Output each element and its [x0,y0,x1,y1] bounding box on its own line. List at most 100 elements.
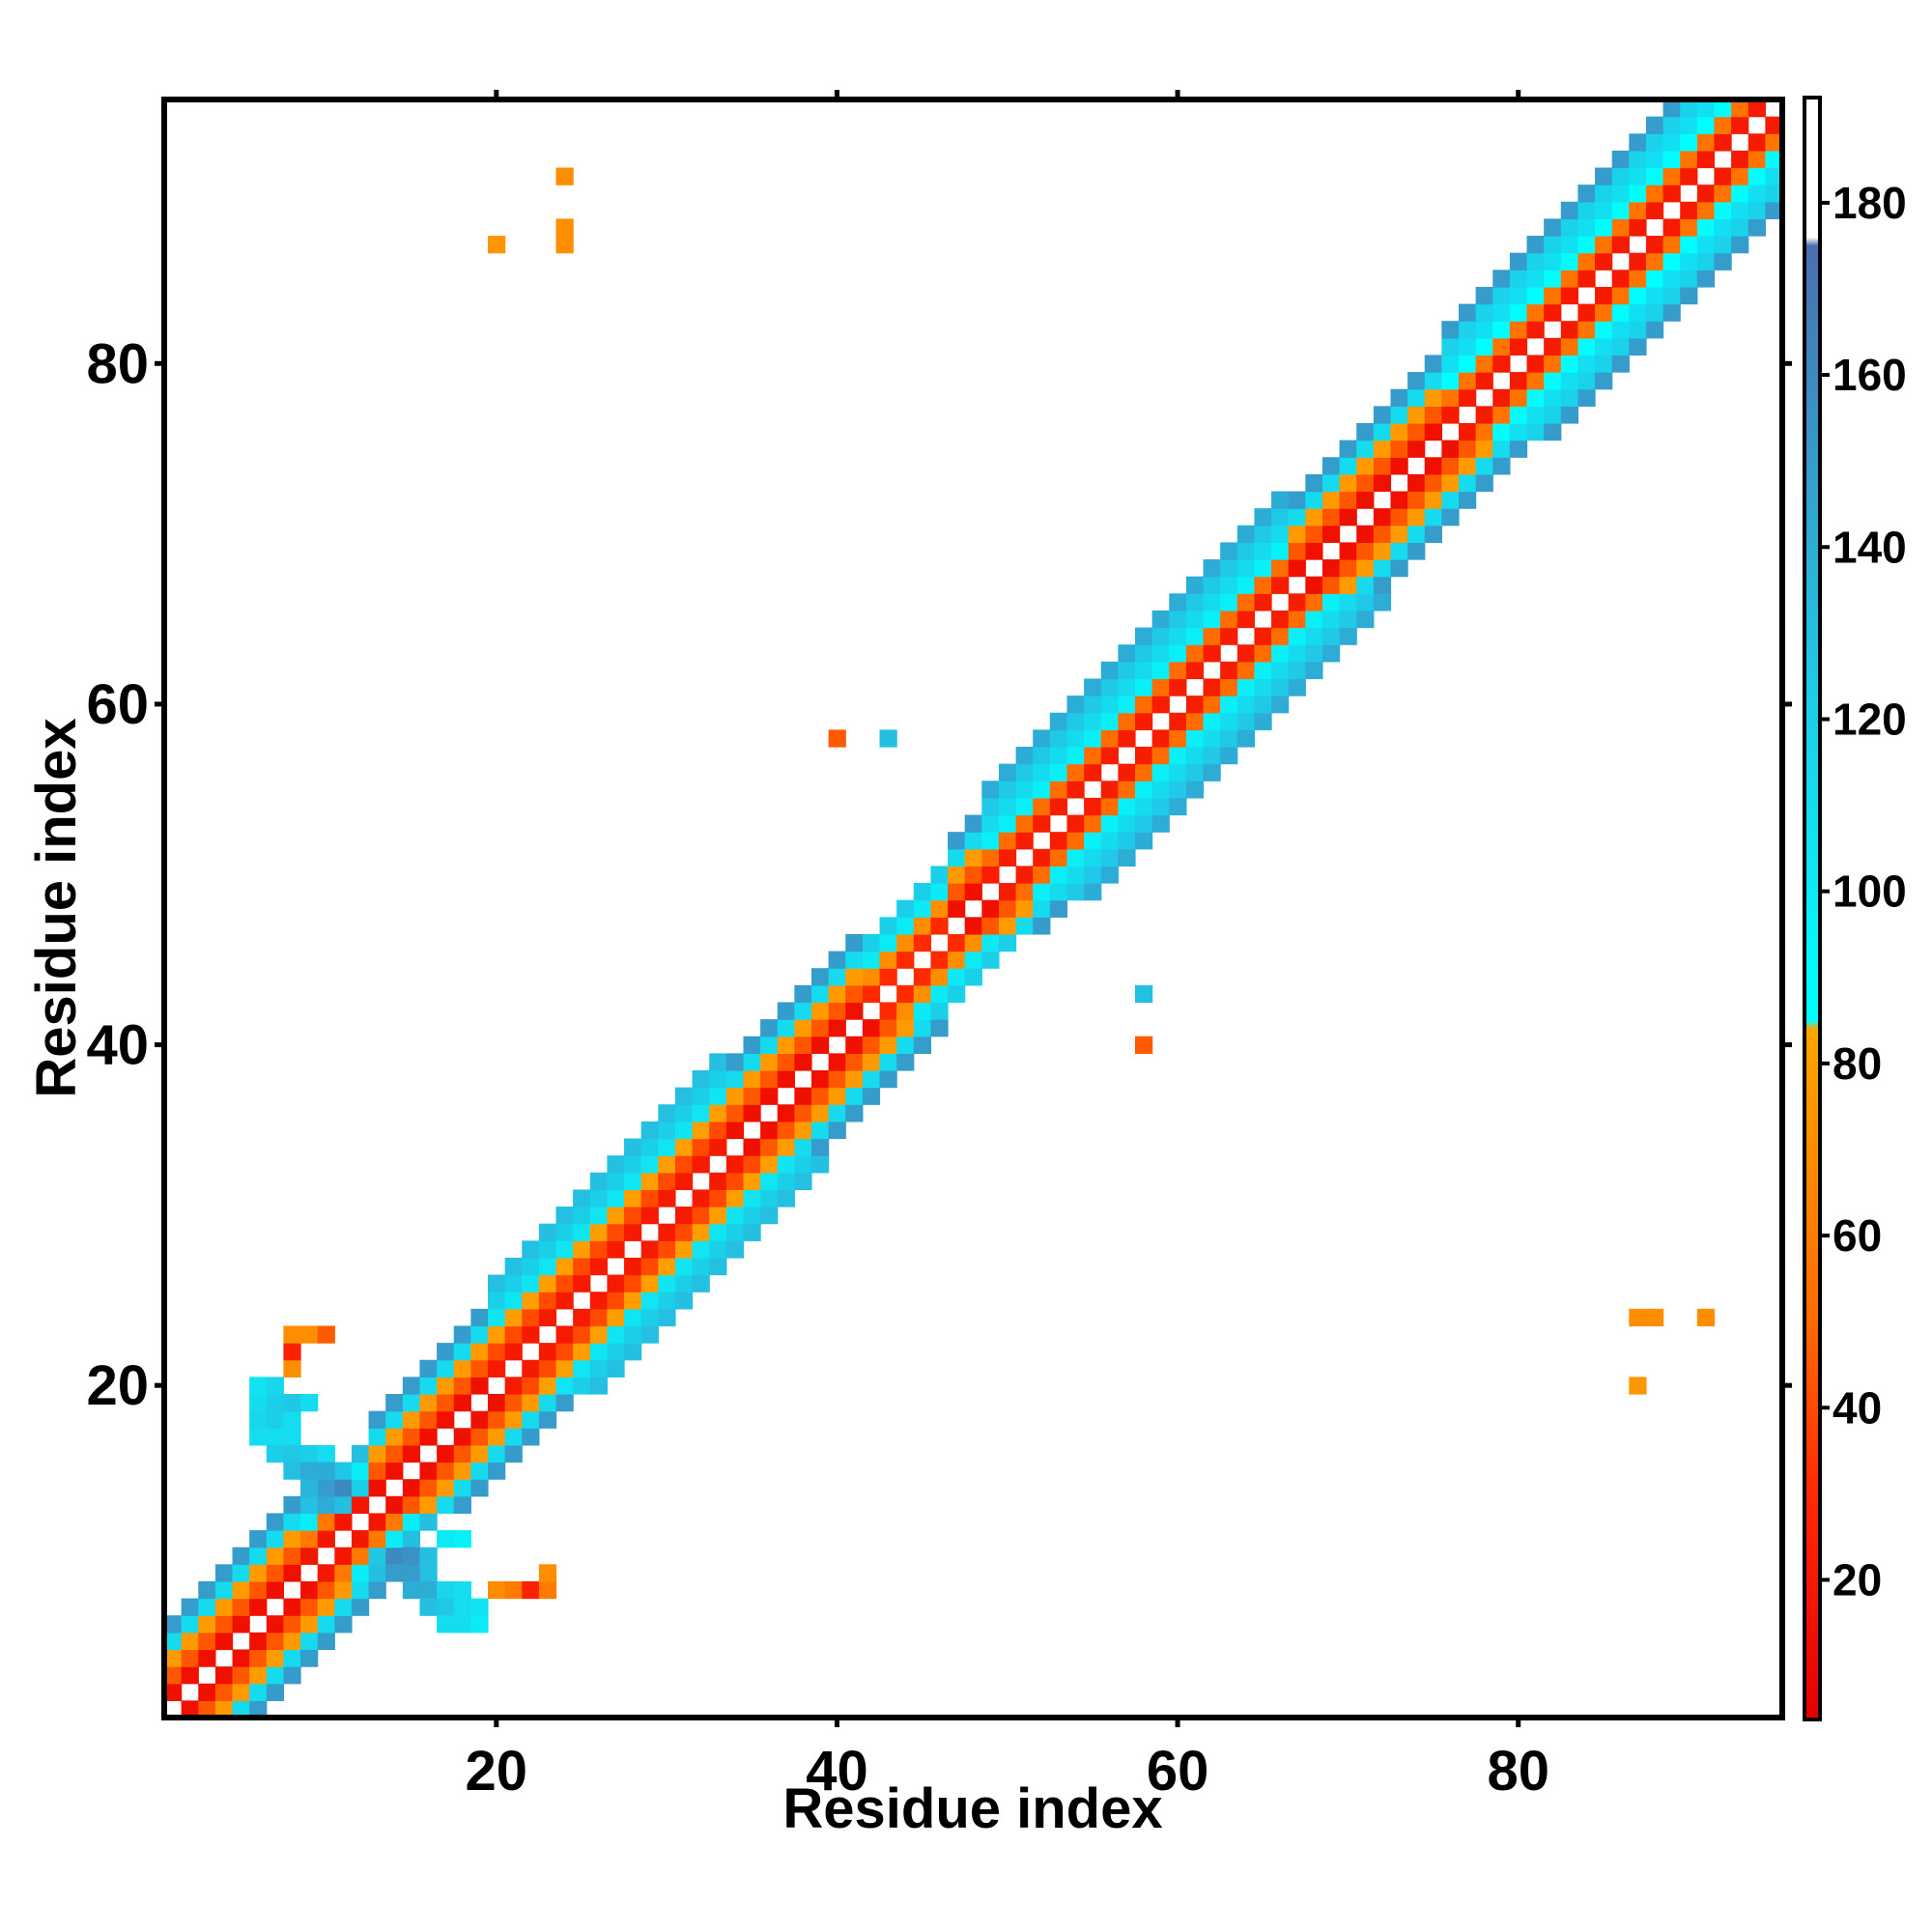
heatmap-cell [1611,355,1630,373]
heatmap-cell [317,1444,335,1463]
heatmap-cell [453,1359,471,1378]
heatmap-cell [589,1172,609,1191]
heatmap-cell [522,1257,540,1276]
heatmap-cell [1169,593,1187,611]
heatmap-cell [300,1325,319,1344]
heatmap-cell [964,968,982,986]
heatmap-cell [1118,814,1136,833]
heatmap-cell [266,1530,285,1548]
heatmap-cell [232,1547,250,1565]
heatmap-cell [198,1700,216,1719]
heatmap-cell [249,1632,268,1651]
heatmap-cell [1611,303,1630,322]
heatmap-cell [573,1207,591,1225]
heatmap-cell [760,1189,779,1208]
heatmap-cell [1645,185,1664,203]
heatmap-cell [1459,388,1477,407]
heatmap-cell [555,1377,574,1395]
heatmap-cell [470,1462,489,1480]
heatmap-cell [1203,627,1221,645]
heatmap-cell [522,1359,540,1378]
heatmap-cell [504,1377,523,1395]
heatmap-cell [743,1223,761,1241]
heatmap-cell [1033,763,1051,781]
heatmap-cell [1696,270,1716,288]
heatmap-cell [1645,321,1664,339]
heatmap-cell [368,1462,386,1480]
heatmap-cell [214,1615,234,1634]
heatmap-cell [214,1683,234,1701]
heatmap-cell [453,1325,471,1344]
heatmap-cell [1731,116,1749,134]
heatmap-cell [794,1104,812,1122]
heatmap-cell [1203,747,1221,765]
heatmap-cell [538,1377,557,1395]
heatmap-cell [1066,729,1085,748]
heatmap-cell [470,1615,489,1634]
heatmap-cell [488,1394,506,1412]
heatmap-cell [1765,150,1783,169]
heatmap-cell [624,1223,642,1241]
x-tick-label: 60 [1147,1740,1209,1803]
heatmap-cell [1169,763,1187,781]
heatmap-cell [725,1121,745,1140]
heatmap-cell [1135,763,1153,781]
heatmap-cell [845,1070,864,1089]
heatmap-cell [266,1513,285,1531]
heatmap-cell [948,984,966,1004]
heatmap-cell [1084,729,1102,748]
heatmap-cell [1577,185,1596,203]
heatmap-cell [674,1172,694,1191]
heatmap-cell [1560,252,1579,270]
heatmap-cell [538,1274,557,1293]
heatmap-cell [794,1172,812,1191]
heatmap-cell [794,1019,812,1037]
heatmap-cell [300,1615,319,1634]
heatmap-cell [283,1343,301,1361]
heatmap-cell [794,1036,812,1054]
heatmap-cell [674,1087,694,1105]
heatmap-cell [1407,372,1426,390]
heatmap-cell [1475,286,1493,305]
heatmap-cell [1475,372,1493,390]
x-tick-label: 40 [806,1740,868,1803]
heatmap-cell [624,1155,642,1174]
heatmap-cell [488,1359,506,1378]
heatmap-cell [283,1410,301,1429]
heatmap-cell [1203,593,1221,611]
heatmap-cell [1033,866,1051,884]
heatmap-cell [488,1410,506,1429]
heatmap-cell [1544,218,1562,237]
heatmap-cell [1305,525,1323,544]
y-axis-title: Residue index [25,718,88,1097]
heatmap-cell [1696,133,1716,152]
heatmap-cell [1356,610,1375,629]
heatmap-cell [573,1240,591,1259]
heatmap-cell [981,933,1000,952]
heatmap-cell [419,1462,438,1480]
heatmap-cell [1731,167,1749,185]
heatmap-cell [214,1598,234,1616]
heatmap-cell [1169,661,1187,680]
heatmap-cell [1662,185,1681,203]
heatmap-cell [607,1308,625,1327]
heatmap-cell [1731,201,1749,220]
heatmap-cell [1305,661,1323,680]
heatmap-cell [1441,388,1460,407]
heatmap-cell [658,1189,676,1208]
heatmap-cell [709,1087,727,1105]
heatmap-cell [249,1598,268,1616]
heatmap-cell [1373,525,1392,544]
heatmap-cell [1203,696,1221,714]
heatmap-cell [1595,185,1613,203]
heatmap-cell [862,1070,881,1089]
heatmap-cell [1475,337,1493,356]
heatmap-cell [300,1547,319,1565]
heatmap-cell [1407,388,1426,407]
heatmap-cell [1595,355,1613,373]
colorbar-tick-label: 140 [1833,522,1907,572]
heatmap-cell [862,984,881,1004]
heatmap-cell [317,1530,335,1548]
heatmap-cell [555,1292,574,1310]
heatmap-cell [811,1087,830,1105]
